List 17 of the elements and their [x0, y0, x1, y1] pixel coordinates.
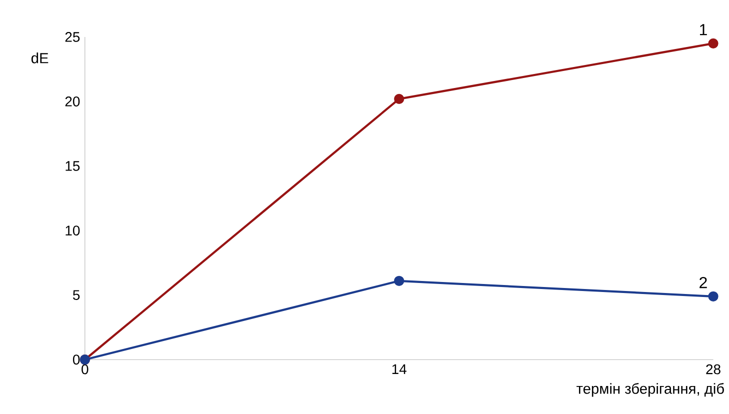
y-tick-label: 25 [65, 32, 80, 42]
y-axis-title: dE [31, 52, 48, 64]
y-tick-label: 10 [66, 226, 80, 236]
x-axis-title: термін зберігання, діб [576, 383, 724, 397]
y-tick-label: 15 [66, 161, 80, 172]
y-tick-label: 5 [73, 290, 80, 300]
y-tick-label: 0 [72, 354, 80, 365]
point [394, 94, 404, 104]
series-label: 1 [700, 24, 707, 36]
point [708, 292, 718, 302]
y-tick-label: 20 [65, 96, 80, 107]
series-label: 2 [700, 277, 707, 288]
point [394, 276, 404, 286]
x-tick-label: 28 [706, 364, 720, 374]
point [708, 38, 718, 49]
x-tick-label: 14 [392, 364, 406, 374]
x-tick-label: 0 [82, 364, 88, 374]
